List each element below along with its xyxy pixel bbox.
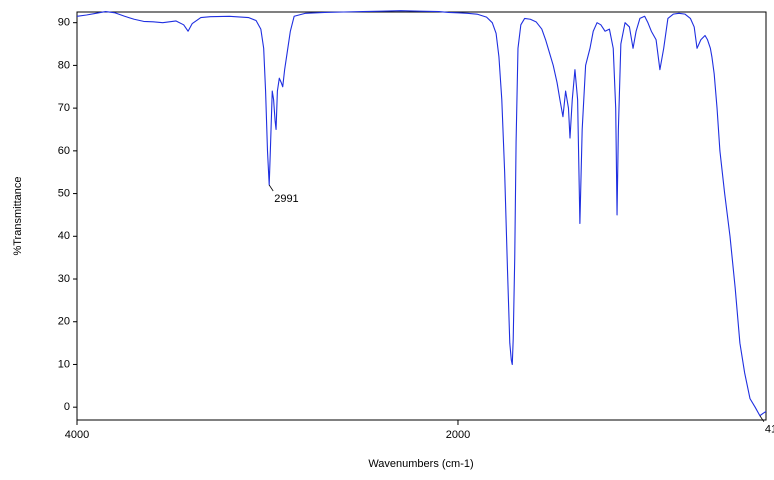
spectrum-line xyxy=(76,10,767,417)
peak-label: 2991 xyxy=(274,193,298,205)
y-tick-label: 50 xyxy=(58,187,70,199)
x-tick-label: 2000 xyxy=(446,429,470,441)
y-tick-label: 10 xyxy=(58,358,70,370)
y-tick-label: 30 xyxy=(58,273,70,285)
peak-label: 415 xyxy=(765,424,774,436)
peak-pointer xyxy=(759,415,765,422)
y-axis-label: %Transmittance xyxy=(12,176,24,255)
y-tick-label: 70 xyxy=(58,102,70,114)
y-tick-label: 40 xyxy=(58,230,70,242)
peak-pointer xyxy=(268,184,274,192)
plot-frame xyxy=(76,11,767,421)
x-axis-label: Wavenumbers (cm-1) xyxy=(368,458,473,470)
y-tick-label: 90 xyxy=(58,17,70,29)
x-tick-label: 4000 xyxy=(65,429,89,441)
y-tick-label: 80 xyxy=(58,59,70,71)
y-tick-label: 0 xyxy=(64,401,70,413)
y-tick-label: 60 xyxy=(58,145,70,157)
y-tick-label: 20 xyxy=(58,316,70,328)
